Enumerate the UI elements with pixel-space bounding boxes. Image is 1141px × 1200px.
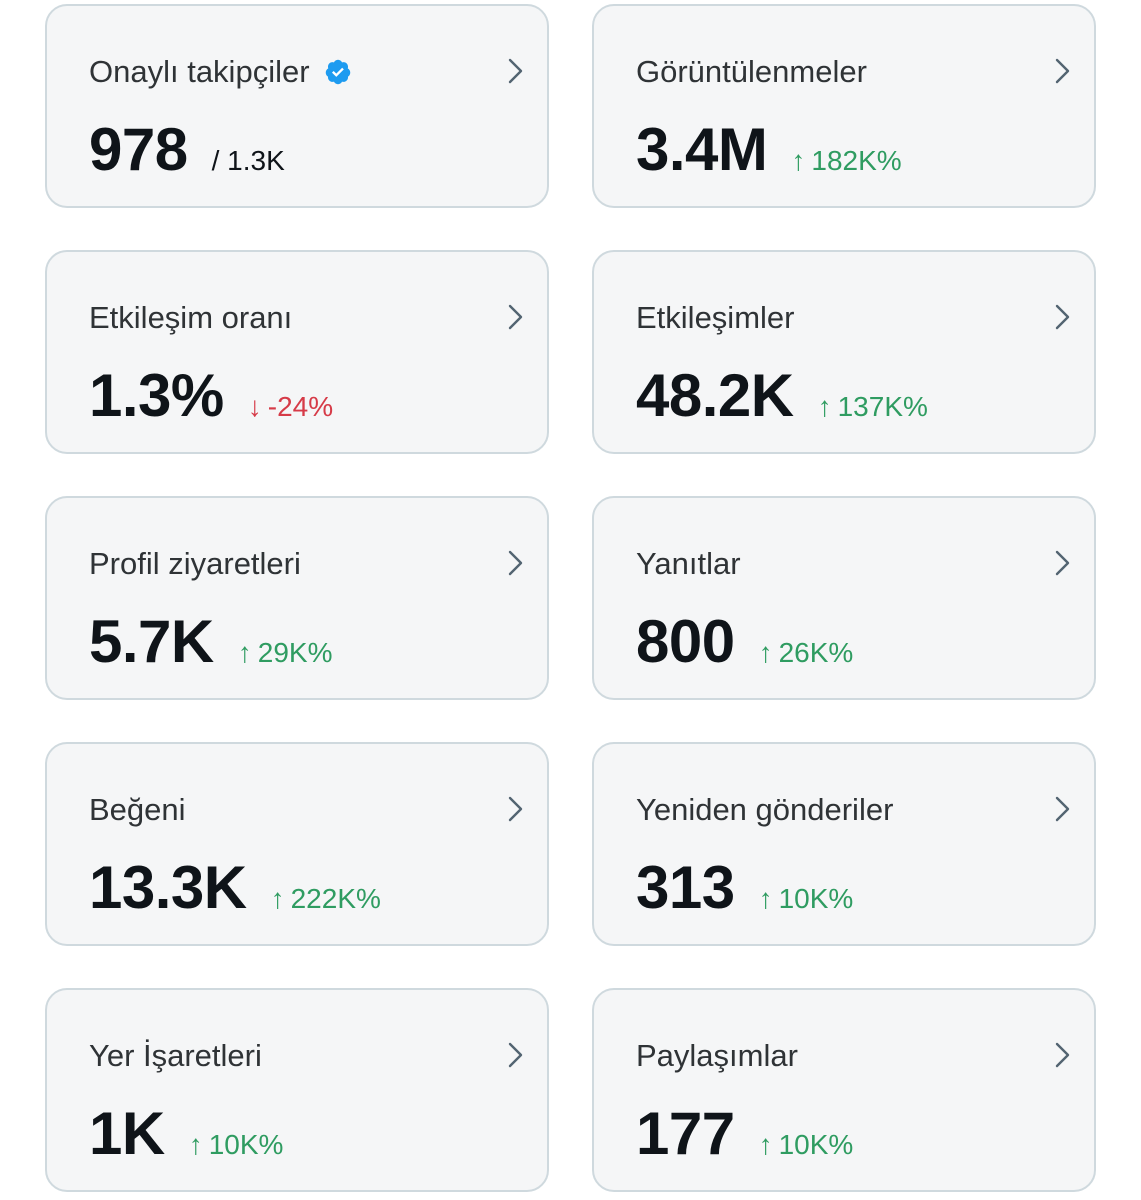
value-row: 5.7K ↑ 29K% xyxy=(89,606,332,678)
value-row: 800 ↑ 26K% xyxy=(636,606,853,678)
value-row: 978 / 1.3K xyxy=(89,114,285,186)
metric-change: ↑ 10K% xyxy=(759,883,854,915)
metric-value: 13.3K xyxy=(89,854,247,921)
metric-change: ↑ 10K% xyxy=(759,1129,854,1161)
chevron-right-icon[interactable] xyxy=(1052,1040,1074,1070)
card-title: Beğeni xyxy=(89,792,186,827)
metric-card-engagements[interactable]: Etkileşimler 48.2K ↑ 137K% xyxy=(592,250,1096,454)
metric-card-verified-followers[interactable]: Onaylı takipçiler 978 / 1.3K xyxy=(45,4,549,208)
arrow-up-icon: ↑ xyxy=(188,1129,203,1160)
metric-card-reposts[interactable]: Yeniden gönderiler 313 ↑ 10K% xyxy=(592,742,1096,946)
card-title: Yanıtlar xyxy=(636,546,741,581)
arrow-down-icon: ↓ xyxy=(247,391,262,422)
card-title: Etkileşimler xyxy=(636,300,795,335)
arrow-up-icon: ↑ xyxy=(791,145,806,176)
card-title: Görüntülenmeler xyxy=(636,54,867,89)
metric-value: 177 xyxy=(636,1100,735,1167)
arrow-up-icon: ↑ xyxy=(817,391,832,422)
change-value: 222K% xyxy=(290,883,381,914)
card-title: Paylaşımlar xyxy=(636,1038,798,1073)
card-title-row: Yeniden gönderiler xyxy=(636,790,893,830)
card-title-row: Profil ziyaretleri xyxy=(89,544,301,584)
arrow-up-icon: ↑ xyxy=(237,637,252,668)
metric-change: ↓ -24% xyxy=(248,391,333,423)
metric-value: 800 xyxy=(636,608,735,675)
chevron-right-icon[interactable] xyxy=(505,56,527,86)
card-title-row: Etkileşim oranı xyxy=(89,298,292,338)
chevron-right-icon[interactable] xyxy=(505,794,527,824)
metric-change: ↑ 10K% xyxy=(189,1129,284,1161)
metric-card-replies[interactable]: Yanıtlar 800 ↑ 26K% xyxy=(592,496,1096,700)
card-title-row: Yanıtlar xyxy=(636,544,741,584)
metric-change: ↑ 29K% xyxy=(238,637,333,669)
card-title: Yeniden gönderiler xyxy=(636,792,894,827)
value-row: 13.3K ↑ 222K% xyxy=(89,852,381,924)
metric-change: ↑ 222K% xyxy=(271,883,381,915)
arrow-up-icon: ↑ xyxy=(758,883,773,914)
metric-card-profile-visits[interactable]: Profil ziyaretleri 5.7K ↑ 29K% xyxy=(45,496,549,700)
metric-card-likes[interactable]: Beğeni 13.3K ↑ 222K% xyxy=(45,742,549,946)
metric-card-shares[interactable]: Paylaşımlar 177 ↑ 10K% xyxy=(592,988,1096,1192)
metric-card-bookmarks[interactable]: Yer İşaretleri 1K ↑ 10K% xyxy=(45,988,549,1192)
change-value: 26K% xyxy=(778,637,854,668)
change-value: 10K% xyxy=(778,883,854,914)
metric-value: 1.3% xyxy=(89,362,224,429)
arrow-up-icon: ↑ xyxy=(270,883,285,914)
value-row: 177 ↑ 10K% xyxy=(636,1098,853,1170)
change-value: 182K% xyxy=(811,145,902,176)
chevron-right-icon[interactable] xyxy=(1052,56,1074,86)
value-row: 313 ↑ 10K% xyxy=(636,852,853,924)
metric-value: 5.7K xyxy=(89,608,214,675)
change-value: 137K% xyxy=(837,391,928,422)
metric-change: ↑ 182K% xyxy=(791,145,901,177)
chevron-right-icon[interactable] xyxy=(1052,302,1074,332)
card-title: Etkileşim oranı xyxy=(89,300,293,335)
metric-card-impressions[interactable]: Görüntülenmeler 3.4M ↑ 182K% xyxy=(592,4,1096,208)
arrow-up-icon: ↑ xyxy=(758,1129,773,1160)
metrics-grid: Onaylı takipçiler 978 / 1.3K Görüntülenm… xyxy=(45,4,1096,1192)
metric-value: 48.2K xyxy=(636,362,794,429)
card-title-row: Etkileşimler xyxy=(636,298,794,338)
card-title: Yer İşaretleri xyxy=(89,1038,262,1073)
chevron-right-icon[interactable] xyxy=(1052,794,1074,824)
value-row: 48.2K ↑ 137K% xyxy=(636,360,928,432)
change-value: 29K% xyxy=(257,637,333,668)
card-title-row: Yer İşaretleri xyxy=(89,1036,262,1076)
card-title-row: Paylaşımlar xyxy=(636,1036,798,1076)
metric-total: / 1.3K xyxy=(211,145,285,176)
metric-value: 313 xyxy=(636,854,735,921)
change-value: 10K% xyxy=(208,1129,284,1160)
verified-badge-icon xyxy=(325,59,350,85)
metric-card-engagement-rate[interactable]: Etkileşim oranı 1.3% ↓ -24% xyxy=(45,250,549,454)
value-row: 1K ↑ 10K% xyxy=(89,1098,283,1170)
card-title: Profil ziyaretleri xyxy=(89,546,301,581)
metric-change: ↑ 137K% xyxy=(818,391,928,423)
metric-value: 3.4M xyxy=(636,116,768,183)
change-value: 10K% xyxy=(778,1129,854,1160)
card-title-row: Beğeni xyxy=(89,790,186,830)
value-row: 3.4M ↑ 182K% xyxy=(636,114,902,186)
metric-value: 978 xyxy=(89,116,188,183)
chevron-right-icon[interactable] xyxy=(505,1040,527,1070)
chevron-right-icon[interactable] xyxy=(1052,548,1074,578)
arrow-up-icon: ↑ xyxy=(758,637,773,668)
metric-change: ↑ 26K% xyxy=(759,637,854,669)
change-value: -24% xyxy=(267,391,334,422)
chevron-right-icon[interactable] xyxy=(505,302,527,332)
card-title-row: Onaylı takipçiler xyxy=(89,52,352,92)
value-row: 1.3% ↓ -24% xyxy=(89,360,333,432)
chevron-right-icon[interactable] xyxy=(505,548,527,578)
card-title-row: Görüntülenmeler xyxy=(636,52,867,92)
card-title: Onaylı takipçiler xyxy=(89,54,310,89)
metric-value: 1K xyxy=(89,1100,165,1167)
